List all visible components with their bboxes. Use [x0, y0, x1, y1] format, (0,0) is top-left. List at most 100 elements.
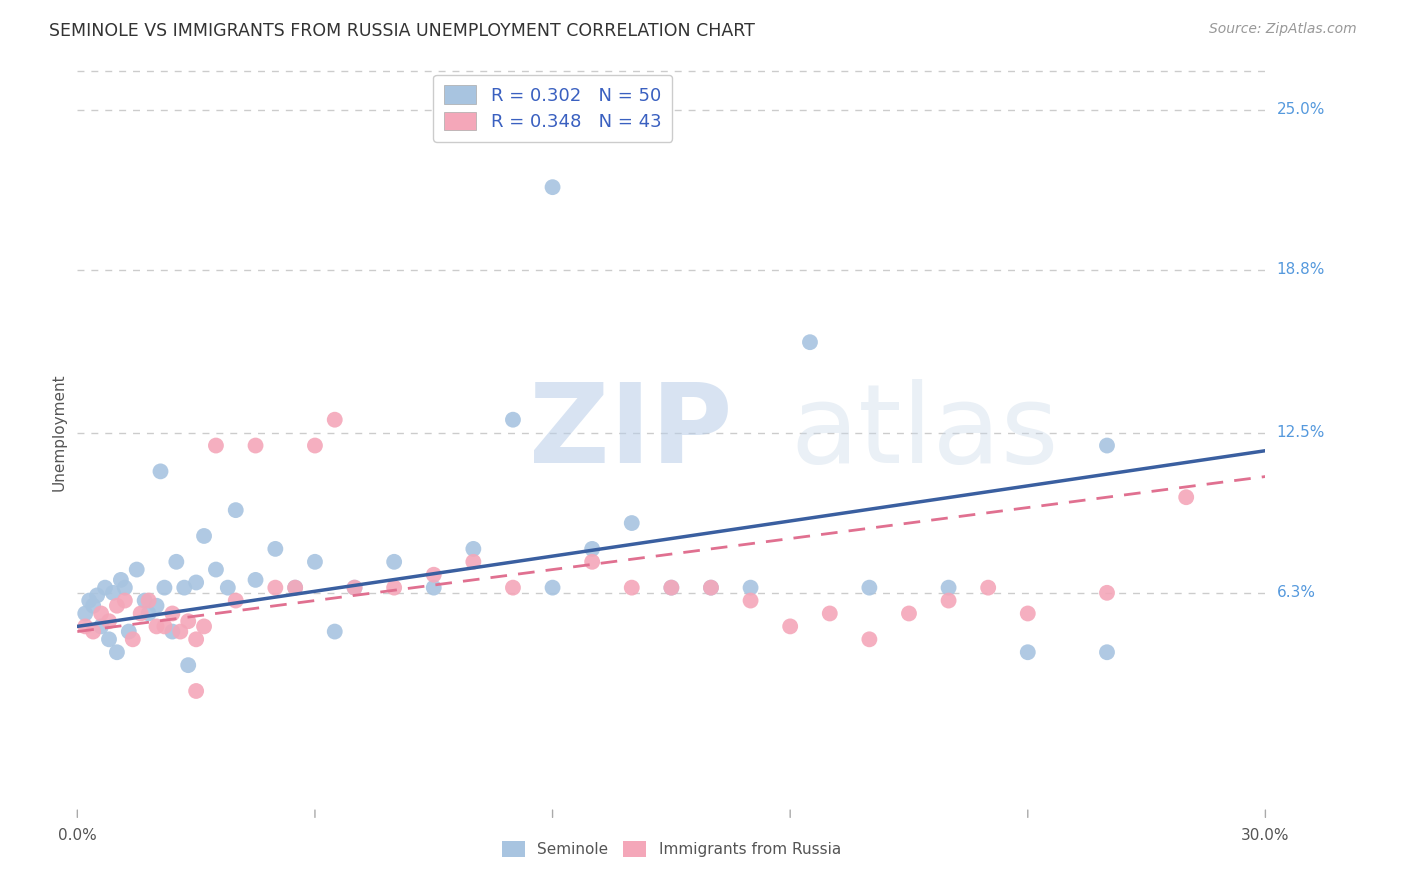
Text: 6.3%: 6.3% [1277, 585, 1316, 600]
Point [75, 607, 97, 621]
Point [323, 413, 346, 427]
Point [502, 413, 524, 427]
Point [463, 555, 485, 569]
Point [284, 581, 307, 595]
Point [661, 581, 683, 595]
Point [581, 555, 603, 569]
Point [938, 593, 960, 607]
Point [284, 581, 307, 595]
Point [162, 624, 184, 639]
Point [225, 593, 247, 607]
Point [700, 581, 723, 595]
Point [153, 581, 176, 595]
Point [118, 624, 141, 639]
Point [818, 607, 841, 621]
Point [114, 593, 136, 607]
Point [82, 599, 104, 613]
Point [264, 581, 287, 595]
Point [138, 593, 160, 607]
Point [581, 541, 603, 556]
Point [858, 632, 880, 647]
Text: Source: ZipAtlas.com: Source: ZipAtlas.com [1209, 22, 1357, 37]
Point [463, 541, 485, 556]
Point [134, 593, 156, 607]
Point [245, 573, 267, 587]
Point [98, 632, 121, 647]
Point [898, 607, 921, 621]
Point [165, 555, 187, 569]
Point [90, 619, 112, 633]
Point [145, 599, 167, 613]
Point [186, 684, 208, 698]
Point [90, 607, 112, 621]
Point [1017, 645, 1039, 659]
Point [75, 619, 97, 633]
Point [105, 599, 128, 613]
Point [423, 567, 446, 582]
Point [799, 335, 821, 350]
Point [620, 581, 643, 595]
Point [502, 581, 524, 595]
Text: 18.8%: 18.8% [1277, 262, 1324, 277]
Point [129, 607, 152, 621]
Text: 30.0%: 30.0% [1241, 828, 1289, 843]
Point [110, 573, 132, 587]
Point [977, 581, 1000, 595]
Point [105, 645, 128, 659]
Point [541, 581, 564, 595]
Point [177, 658, 200, 673]
Point [620, 516, 643, 530]
Point [1175, 490, 1198, 504]
Text: 12.5%: 12.5% [1277, 425, 1324, 440]
Point [193, 529, 215, 543]
Text: 25.0%: 25.0% [1277, 103, 1324, 117]
Point [264, 541, 287, 556]
Point [121, 632, 143, 647]
Point [779, 619, 801, 633]
Point [343, 581, 366, 595]
Point [145, 619, 167, 633]
Point [938, 581, 960, 595]
Point [98, 614, 121, 628]
Point [138, 607, 160, 621]
Point [101, 586, 124, 600]
Point [661, 581, 683, 595]
Point [740, 593, 762, 607]
Point [169, 624, 191, 639]
Point [323, 624, 346, 639]
Point [82, 624, 104, 639]
Point [86, 588, 108, 602]
Text: atlas: atlas [790, 379, 1059, 486]
Point [177, 614, 200, 628]
Point [193, 619, 215, 633]
Point [304, 438, 326, 452]
Point [382, 555, 405, 569]
Text: ZIP: ZIP [529, 379, 733, 486]
Point [700, 581, 723, 595]
Point [1095, 586, 1118, 600]
Text: 0.0%: 0.0% [58, 828, 97, 843]
Point [149, 464, 172, 478]
Point [205, 438, 228, 452]
Point [186, 632, 208, 647]
Point [1017, 607, 1039, 621]
Point [1095, 438, 1118, 452]
Point [94, 581, 117, 595]
Point [77, 593, 100, 607]
Point [541, 180, 564, 194]
Point [217, 581, 239, 595]
Point [304, 555, 326, 569]
Legend: Seminole, Immigrants from Russia: Seminole, Immigrants from Russia [496, 835, 846, 863]
Point [162, 607, 184, 621]
Point [382, 581, 405, 595]
Point [205, 563, 228, 577]
Point [186, 575, 208, 590]
Point [173, 581, 195, 595]
Point [153, 619, 176, 633]
Point [225, 503, 247, 517]
Point [343, 581, 366, 595]
Point [114, 581, 136, 595]
Text: SEMINOLE VS IMMIGRANTS FROM RUSSIA UNEMPLOYMENT CORRELATION CHART: SEMINOLE VS IMMIGRANTS FROM RUSSIA UNEMP… [49, 22, 755, 40]
Point [740, 581, 762, 595]
Y-axis label: Unemployment: Unemployment [51, 374, 66, 491]
